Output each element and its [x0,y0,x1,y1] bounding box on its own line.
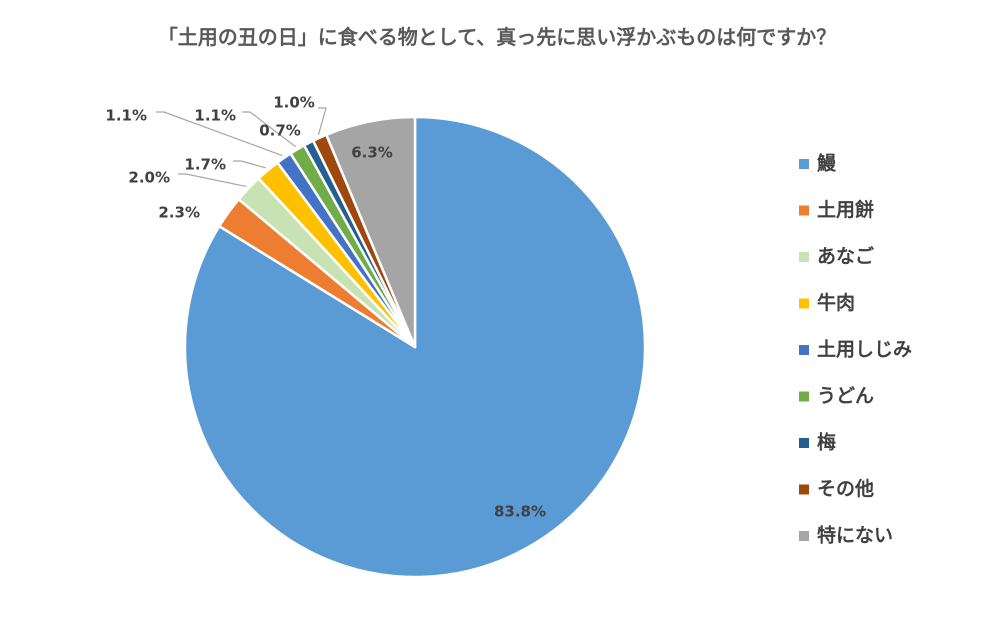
leader-line [233,160,267,169]
chart-title: 「土用の丑の日」に食べる物として、真っ先に思い浮かぶものは何ですか？ [158,25,836,49]
leader-lines [156,107,327,188]
legend-swatch [799,298,809,309]
legend-label: 特にない [817,525,893,547]
legend-label: 鰻 [817,152,837,175]
data-label: 83.8% [494,503,546,521]
legend-label: 梅 [817,431,836,454]
legend-swatch [799,438,809,448]
legend-label: うどん [817,385,874,407]
legend-swatch [799,531,809,541]
legend-swatch [799,345,809,355]
legend-swatch [799,391,809,402]
data-label: 2.3% [158,204,200,222]
pie-slice [325,115,417,349]
data-labels: 83.8% 2.3% 2.0% 1.7% 1.1% 1.1% 0.7% 1.0% 6.3% [105,94,546,521]
legend-label: あなご [817,245,874,268]
pie-slice [183,115,647,579]
legend-label: その他 [817,477,874,500]
legend-swatch [799,205,809,216]
leader-line [156,111,283,157]
legend-swatch [799,484,809,495]
legend-swatch [799,159,809,169]
data-label: 0.7% [259,122,301,140]
legend-label: 土用餅 [817,198,874,221]
leader-line [242,111,297,148]
legend-label: 土用しじみ [817,339,912,361]
data-label: 2.0% [128,169,170,187]
leader-line [317,107,327,136]
data-label: 1.0% [273,94,315,112]
data-label: 1.1% [194,107,236,125]
data-label: 6.3% [351,144,393,162]
leader-line [178,173,247,188]
legend-label: 牛肉 [817,291,855,314]
legend-swatch [799,252,809,262]
data-label: 1.1% [105,107,147,125]
data-label: 1.7% [184,156,226,174]
pie-slices [183,115,647,579]
